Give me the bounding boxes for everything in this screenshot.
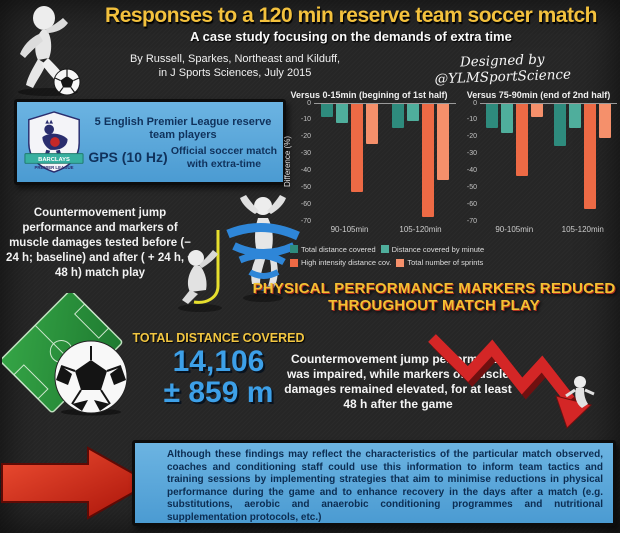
bar-total-number-of-sprints <box>437 104 449 180</box>
gps-label: GPS (10 Hz) <box>88 148 168 165</box>
bar-high-intensity-distance-cov- <box>515 104 528 177</box>
y-tick-label: -40 <box>466 166 477 174</box>
legend-swatch <box>290 245 298 253</box>
poster-title: Responses to a 120 min reserve team socc… <box>105 4 597 27</box>
spiral-jump-illustration <box>226 195 300 302</box>
y-tick-label: -30 <box>466 150 477 158</box>
y-tick-label: -20 <box>300 133 311 141</box>
legend-item: Total distance covered <box>290 244 376 255</box>
x-category-label: 90-105min <box>495 225 534 234</box>
chart-title: Versus 75-90min (end of 2nd half) <box>466 90 611 100</box>
jump-measure-illustration <box>178 230 222 312</box>
designed-by-credit: Designed by @YLMSportScience <box>434 51 572 88</box>
legend-label: High intensity distance cov. <box>301 258 392 267</box>
bar-total-distance-covered <box>392 104 404 128</box>
chart-body: 0 -10 -20 -30 -40 -50 -60 -70 90-105min 105-120mi… <box>460 99 617 234</box>
kicking-player-illustration <box>18 6 81 96</box>
total-distance-label: TOTAL DISTANCE COVERED <box>132 331 305 345</box>
y-tick-label: -10 <box>466 116 477 124</box>
y-tick-label: -70 <box>466 217 477 225</box>
study-players-text: 5 English Premier League reserve team pl… <box>94 115 272 141</box>
y-axis: 0 -10 -20 -30 -40 -50 -60 -70 <box>294 99 314 225</box>
y-tick-label: -70 <box>300 217 311 225</box>
y-tick-label: -60 <box>300 200 311 208</box>
plot-area <box>314 103 456 222</box>
bar-distance-covered-by-minute <box>569 104 582 128</box>
key-finding-heading: PHYSICAL PERFORMANCE MARKERS REDUCED THR… <box>252 280 616 314</box>
legend-label: Total number of sprints <box>407 258 484 267</box>
badge-text-barclays: BARCLAYS <box>38 157 70 163</box>
legend-swatch <box>290 258 298 267</box>
bar-total-distance-covered <box>321 104 333 118</box>
conclusion-text: Although these findings may reflect the … <box>167 449 603 523</box>
bar-total-distance-covered <box>554 104 567 147</box>
big-red-arrow-icon <box>1 446 153 520</box>
method-text: Countermovement jump performance and mar… <box>6 207 194 279</box>
y-tick-label: -30 <box>300 150 311 158</box>
conclusion-box: Although these findings may reflect the … <box>132 440 616 526</box>
legend-swatch <box>380 245 389 253</box>
premier-league-badge-icon: BARCLAYS PREMIER LEAGUE <box>24 111 84 173</box>
study-info-box: BARCLAYS PREMIER LEAGUE 5 English Premie… <box>14 99 286 185</box>
citation: By Russell, Sparkes, Northeast and Kildu… <box>90 52 380 81</box>
bar-total-number-of-sprints <box>599 104 612 138</box>
total-distance-number: 14,106 <box>172 345 265 378</box>
legend-label: Total distance covered <box>301 244 376 254</box>
x-axis: 90-105min 105-120min <box>480 225 617 234</box>
badge-text-premier-league: PREMIER LEAGUE <box>34 165 73 170</box>
chart-vs-0-15min: Versus 0-15min (begining of 1st half) Dif… <box>282 90 456 234</box>
y-tick-label: 0 <box>307 99 311 107</box>
y-tick-label: -40 <box>300 166 311 174</box>
bar-distance-covered-by-minute <box>407 104 419 121</box>
bar-high-intensity-distance-cov- <box>422 104 434 217</box>
legend-item: Distance covered by minute <box>380 244 485 255</box>
y-axis: 0 -10 -20 -30 -40 -50 -60 -70 <box>460 99 480 225</box>
chart-legend: Total distance covered Distance covered b… <box>290 243 510 270</box>
y-tick-label: -50 <box>466 183 477 191</box>
x-category-label: 105-120min <box>561 225 604 234</box>
jump-impairment-text: Countermovement jump performance was imp… <box>284 352 512 411</box>
bar-total-number-of-sprints <box>530 104 543 118</box>
x-category-label: 105-120min <box>399 225 442 234</box>
chart-title: Versus 0-15min (begining of 1st half) <box>290 90 448 100</box>
bar-high-intensity-distance-cov- <box>584 104 597 209</box>
bar-distance-covered-by-minute <box>336 104 348 123</box>
bar-high-intensity-distance-cov- <box>351 104 363 192</box>
bar-distance-covered-by-minute <box>500 104 513 133</box>
y-tick-label: -50 <box>300 183 311 191</box>
y-tick-label: -10 <box>300 116 311 124</box>
soccer-field-illustration <box>2 293 123 413</box>
bar-total-distance-covered <box>485 104 498 128</box>
soccer-ball-illustration <box>54 340 128 416</box>
y-axis-label: Difference (%) <box>283 136 292 188</box>
y-tick-label: 0 <box>473 99 477 107</box>
chart-body: Difference (%) 0 -10 -20 -30 -40 -50 -60 -70 90-1… <box>282 99 456 234</box>
legend-item: Total number of sprints <box>396 257 483 268</box>
citation-line1: By Russell, Sparkes, Northeast and Kildu… <box>129 53 341 65</box>
legend-item: High intensity distance cov. <box>290 257 391 268</box>
chart-vs-75-90min: Versus 75-90min (end of 2nd half) 0 -10 -20… <box>460 90 617 234</box>
legend-swatch <box>396 258 405 267</box>
y-tick-label: -20 <box>466 133 477 141</box>
y-tick-label: -60 <box>466 200 477 208</box>
x-axis: 90-105min 105-120min <box>314 225 456 234</box>
bar-total-number-of-sprints <box>366 104 378 145</box>
declining-arrow-illustration <box>428 334 595 429</box>
total-distance-sd: ± 859 m <box>163 376 274 410</box>
poster-subtitle: A case study focusing on the demands of … <box>190 29 512 44</box>
plot-area <box>480 103 617 222</box>
x-category-label: 90-105min <box>330 225 369 234</box>
total-distance-value: 14,106 ± 859 m <box>126 345 311 410</box>
citation-line2: in J Sports Sciences, July 2015 <box>158 67 312 80</box>
legend-label: Distance covered by minute <box>391 244 485 254</box>
match-type-text: Official soccer match with extra-time <box>170 145 278 170</box>
